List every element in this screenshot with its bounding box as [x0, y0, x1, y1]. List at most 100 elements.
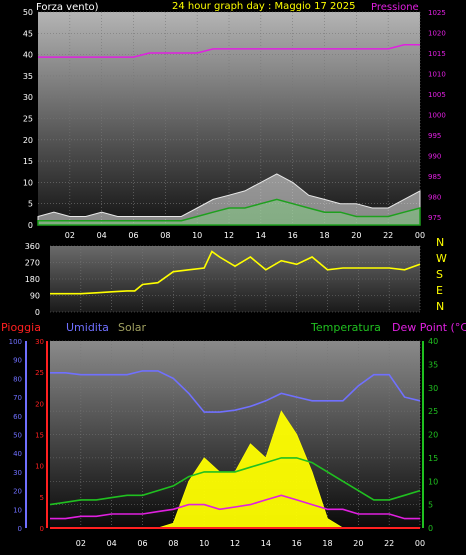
hour-tick-label: 02: [76, 539, 86, 548]
wind-axis-tick: 40: [23, 51, 33, 60]
pressure-axis-tick: 1000: [428, 111, 446, 119]
pressure-axis-tick: 1005: [428, 91, 446, 99]
direction-axis-tick: 0: [35, 308, 40, 317]
temperature-axis-tick: 30: [428, 384, 438, 393]
humidity-axis-tick: 10: [13, 506, 22, 514]
rain-axis-tick: 25: [35, 369, 44, 377]
hour-tick-label: 20: [353, 539, 363, 548]
temperature-axis-tick: 25: [428, 407, 438, 416]
pressure-axis-title: Pressione: [371, 2, 419, 13]
wind-axis-tick: 10: [23, 178, 33, 187]
rain-axis-tick: 30: [35, 338, 44, 346]
pressure-axis-tick: 990: [428, 152, 441, 160]
rain-axis-tick: 5: [40, 494, 44, 502]
axis-labels: 0202040406060808101012121414161618182020…: [9, 8, 447, 548]
temperature-axis-tick: 40: [428, 337, 438, 346]
hour-tick-label: 06: [137, 539, 147, 548]
direction-axis-tick: 90: [30, 292, 40, 301]
compass-label: N: [436, 236, 444, 249]
pressure-axis-tick: 985: [428, 173, 441, 181]
humidity-axis-tick: 0: [18, 525, 22, 533]
hour-tick-label: 08: [168, 539, 178, 548]
compass-label: S: [436, 268, 443, 281]
pressure-axis-tick: 1015: [428, 50, 446, 58]
dewpoint-line: [50, 494, 420, 520]
legend-pioggia: Pioggia: [1, 321, 41, 334]
legend-dewpoint: Dew Point (°C): [392, 321, 466, 334]
humidity-axis-tick: 80: [13, 375, 22, 383]
wind-axis-tick: 25: [23, 115, 33, 124]
hour-tick-label: 10: [199, 539, 209, 548]
temperature-axis-tick: 15: [428, 454, 438, 463]
wind-pressure-series: [37, 44, 421, 226]
wind-axis-title: Forza vento): [36, 2, 99, 13]
hour-tick-label: 00: [415, 231, 425, 240]
pressure-axis-tick: 995: [428, 132, 441, 140]
hour-tick-label: 12: [224, 231, 234, 240]
hour-tick-label: 22: [384, 539, 394, 548]
humidity-axis-tick: 70: [13, 394, 22, 402]
direction-axis-tick: 270: [25, 259, 40, 268]
hour-tick-label: 16: [292, 539, 302, 548]
pressure-axis-tick: 1020: [428, 29, 446, 37]
compass-label: E: [436, 284, 443, 297]
wind-axis-tick: 20: [23, 136, 33, 145]
direction-line: [50, 250, 421, 295]
temperature-axis-tick: 10: [428, 477, 438, 486]
direction-axis-tick: 180: [25, 275, 40, 284]
pressure-axis-tick: 1025: [428, 9, 446, 17]
wind-axis-tick: 0: [28, 221, 33, 230]
hour-tick-label: 10: [192, 231, 202, 240]
pressure-axis-tick: 975: [428, 214, 441, 222]
wind-axis-tick: 35: [23, 72, 33, 81]
direction-grid: [50, 245, 421, 313]
direction-axis-tick: 360: [25, 242, 40, 251]
compass-label: W: [436, 252, 447, 265]
wind-axis-tick: 45: [23, 29, 33, 38]
humidity-axis-tick: 30: [13, 469, 22, 477]
rain-axis-tick: 20: [35, 400, 44, 408]
legend-solar: Solar: [118, 321, 147, 334]
humidity-axis-tick: 100: [9, 338, 22, 346]
hour-tick-label: 18: [322, 539, 332, 548]
wind-axis-tick: 5: [28, 200, 33, 209]
hour-tick-label: 16: [288, 231, 298, 240]
hour-tick-label: 14: [261, 539, 271, 548]
rain-axis-tick: 10: [35, 463, 44, 471]
humidity-axis-tick: 40: [13, 450, 22, 458]
temperature-axis-tick: 20: [428, 431, 438, 440]
humidity-line: [50, 370, 421, 413]
humidity-axis-tick: 60: [13, 413, 22, 421]
temperature-axis-tick: 0: [428, 524, 433, 533]
hour-tick-label: 02: [65, 231, 75, 240]
hour-tick-label: 12: [230, 539, 240, 548]
wind-axis-tick: 30: [23, 93, 33, 102]
pressure-axis-tick: 980: [428, 193, 441, 201]
rain-axis-tick: 0: [40, 525, 44, 533]
wind-axis-tick: 15: [23, 157, 33, 166]
legend-temperatura: Temperatura: [310, 321, 381, 334]
hour-tick-label: 14: [256, 231, 266, 240]
hour-tick-label: 04: [97, 231, 107, 240]
wind-average-line: [37, 198, 421, 226]
weather-series: [49, 370, 421, 529]
rain-axis-tick: 15: [35, 432, 44, 440]
hour-tick-label: 22: [383, 231, 393, 240]
pressure-line: [38, 44, 420, 58]
hour-tick-label: 08: [160, 231, 170, 240]
humidity-axis-tick: 90: [13, 357, 22, 365]
wind-axis-tick: 50: [23, 8, 33, 17]
hour-tick-label: 20: [351, 231, 361, 240]
temperature-axis-tick: 35: [428, 360, 438, 369]
temperature-axis-tick: 5: [428, 501, 433, 510]
humidity-axis-tick: 50: [13, 432, 22, 440]
legend-umidita: Umidita: [66, 321, 109, 334]
compass-label: N: [436, 300, 444, 313]
hour-tick-label: 04: [107, 539, 117, 548]
temperature-line: [49, 457, 421, 506]
hour-tick-label: 06: [128, 231, 138, 240]
pressure-axis-tick: 1010: [428, 70, 446, 78]
hour-tick-label: 00: [415, 539, 425, 548]
hour-tick-label: 18: [319, 231, 329, 240]
direction-series: [50, 250, 421, 295]
